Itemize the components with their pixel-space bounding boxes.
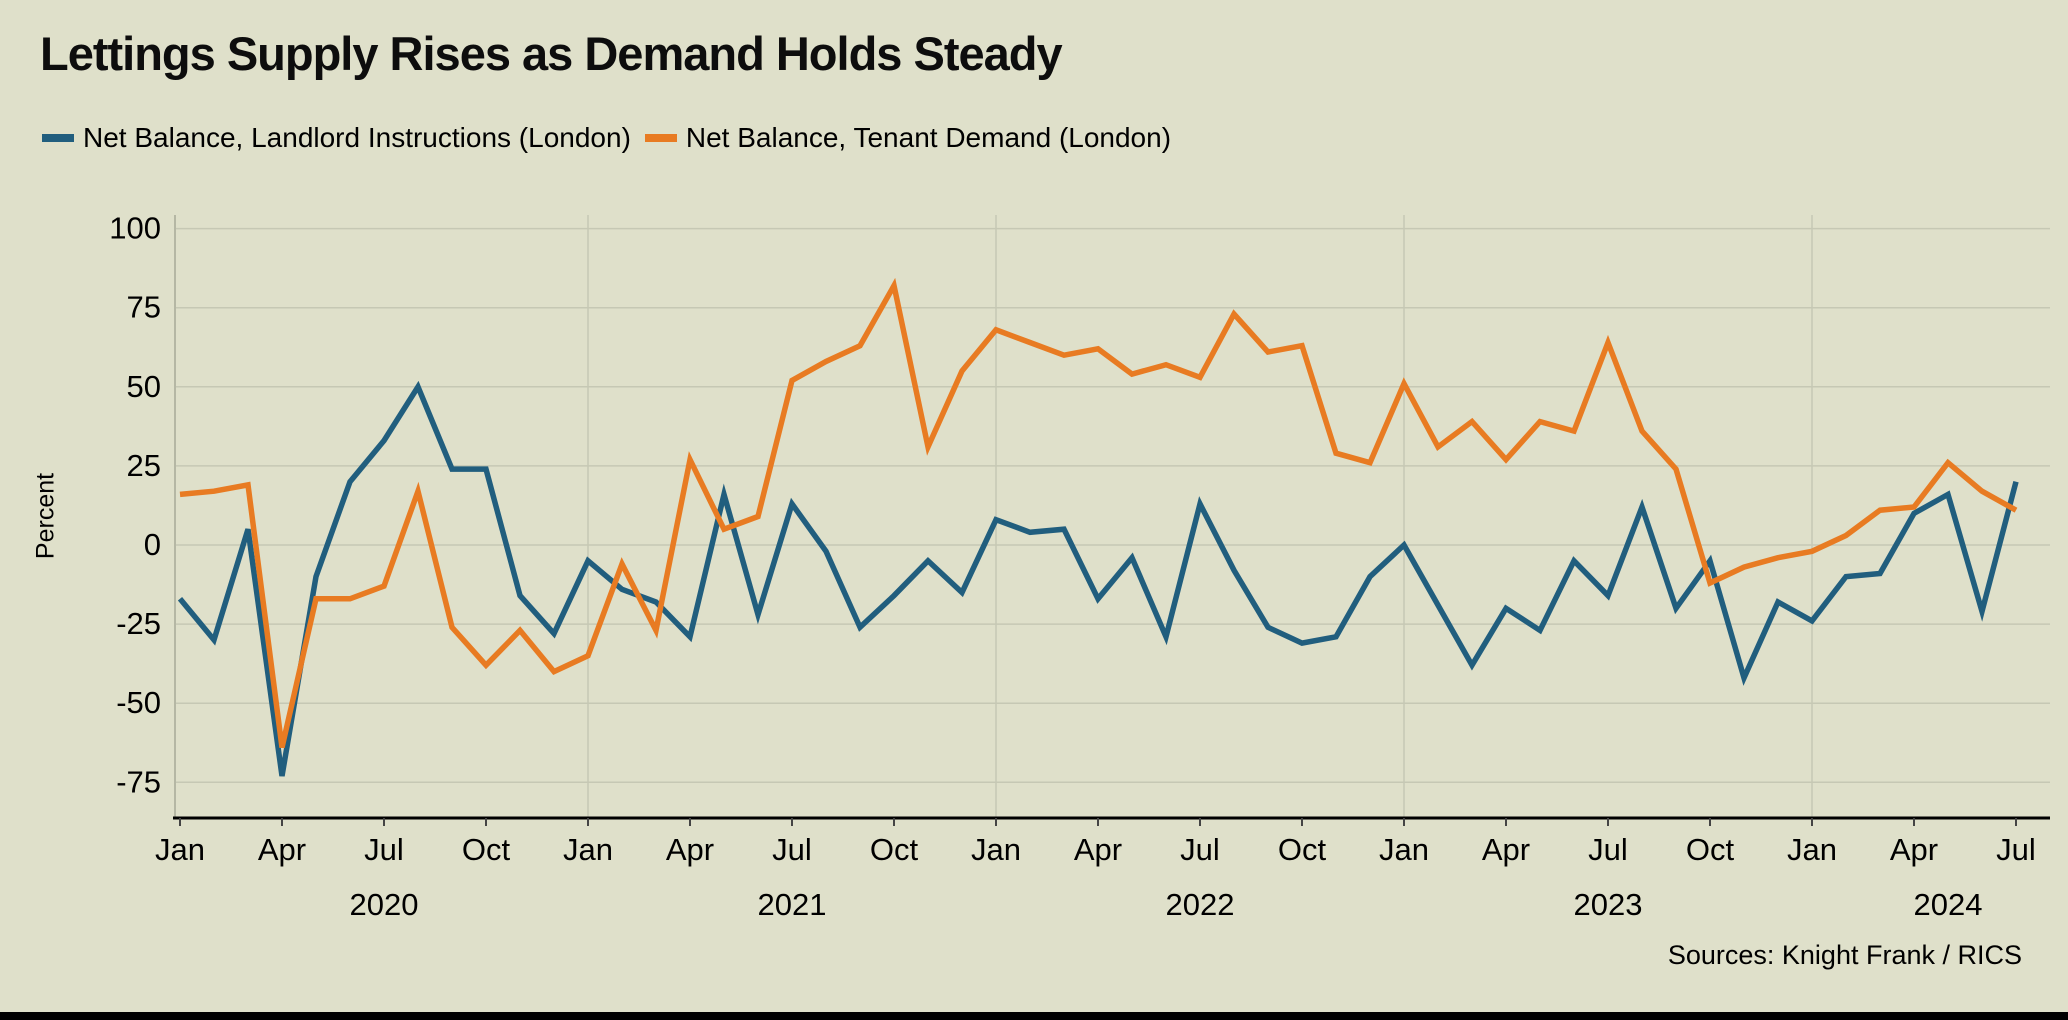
year-label: 2021 bbox=[758, 887, 827, 922]
source-note: Sources: Knight Frank / RICS bbox=[1667, 940, 2022, 970]
x-tick-label: Jul bbox=[772, 832, 812, 867]
x-tick-label: Jul bbox=[364, 832, 404, 867]
y-tick-label: -75 bbox=[116, 764, 161, 799]
year-label: 2020 bbox=[350, 887, 419, 922]
x-tick-label: Oct bbox=[1278, 832, 1327, 867]
y-tick-label: 100 bbox=[109, 211, 161, 246]
x-tick-label: Oct bbox=[462, 832, 511, 867]
bottom-border-bar bbox=[0, 1012, 2068, 1020]
x-tick-label: Jan bbox=[1379, 832, 1429, 867]
x-tick-label: Oct bbox=[1686, 832, 1735, 867]
series-line-landlord-instructions bbox=[177, 380, 2019, 777]
x-tick-label: Jan bbox=[1787, 832, 1837, 867]
legend-label-tenant-demand: Net Balance, Tenant Demand (London) bbox=[685, 122, 1172, 153]
series-line-tenant-demand bbox=[179, 277, 2018, 749]
y-tick-label: -50 bbox=[116, 685, 161, 720]
x-tick-label: Jul bbox=[1180, 832, 1220, 867]
x-tick-label: Jul bbox=[1996, 832, 2036, 867]
year-label: 2024 bbox=[1914, 887, 1983, 922]
x-tick-label: Jan bbox=[155, 832, 205, 867]
x-tick-label: Jan bbox=[563, 832, 613, 867]
legend-swatch-tenant-line-icon bbox=[644, 134, 677, 142]
y-tick-label: 50 bbox=[127, 369, 161, 404]
x-tick-label: Apr bbox=[1074, 832, 1122, 867]
y-tick-label: 75 bbox=[127, 290, 161, 325]
x-tick-label: Oct bbox=[870, 832, 919, 867]
x-tick-label: Jan bbox=[971, 832, 1021, 867]
y-tick-label: 0 bbox=[144, 527, 161, 562]
y-tick-label: -25 bbox=[116, 606, 161, 641]
chart-title: Lettings Supply Rises as Demand Holds St… bbox=[40, 27, 1063, 80]
legend-label-landlord-instructions: Net Balance, Landlord Instructions (Lond… bbox=[83, 122, 631, 153]
x-tick-label: Apr bbox=[258, 832, 306, 867]
x-tick-label: Apr bbox=[666, 832, 714, 867]
x-tick-label: Jul bbox=[1588, 832, 1628, 867]
legend: Net Balance, Landlord Instructions (Lond… bbox=[42, 122, 1171, 154]
x-tick-label: Apr bbox=[1482, 832, 1530, 867]
year-label: 2023 bbox=[1574, 887, 1643, 922]
legend-swatch-landlord-line-icon bbox=[42, 134, 74, 142]
legend-item-tenant-demand: Net Balance, Tenant Demand (London) bbox=[644, 122, 1172, 154]
x-tick-label: Apr bbox=[1890, 832, 1938, 867]
legend-item-landlord-instructions: Net Balance, Landlord Instructions (Lond… bbox=[42, 122, 631, 154]
y-tick-label: 25 bbox=[127, 448, 161, 483]
year-label: 2022 bbox=[1166, 887, 1235, 922]
